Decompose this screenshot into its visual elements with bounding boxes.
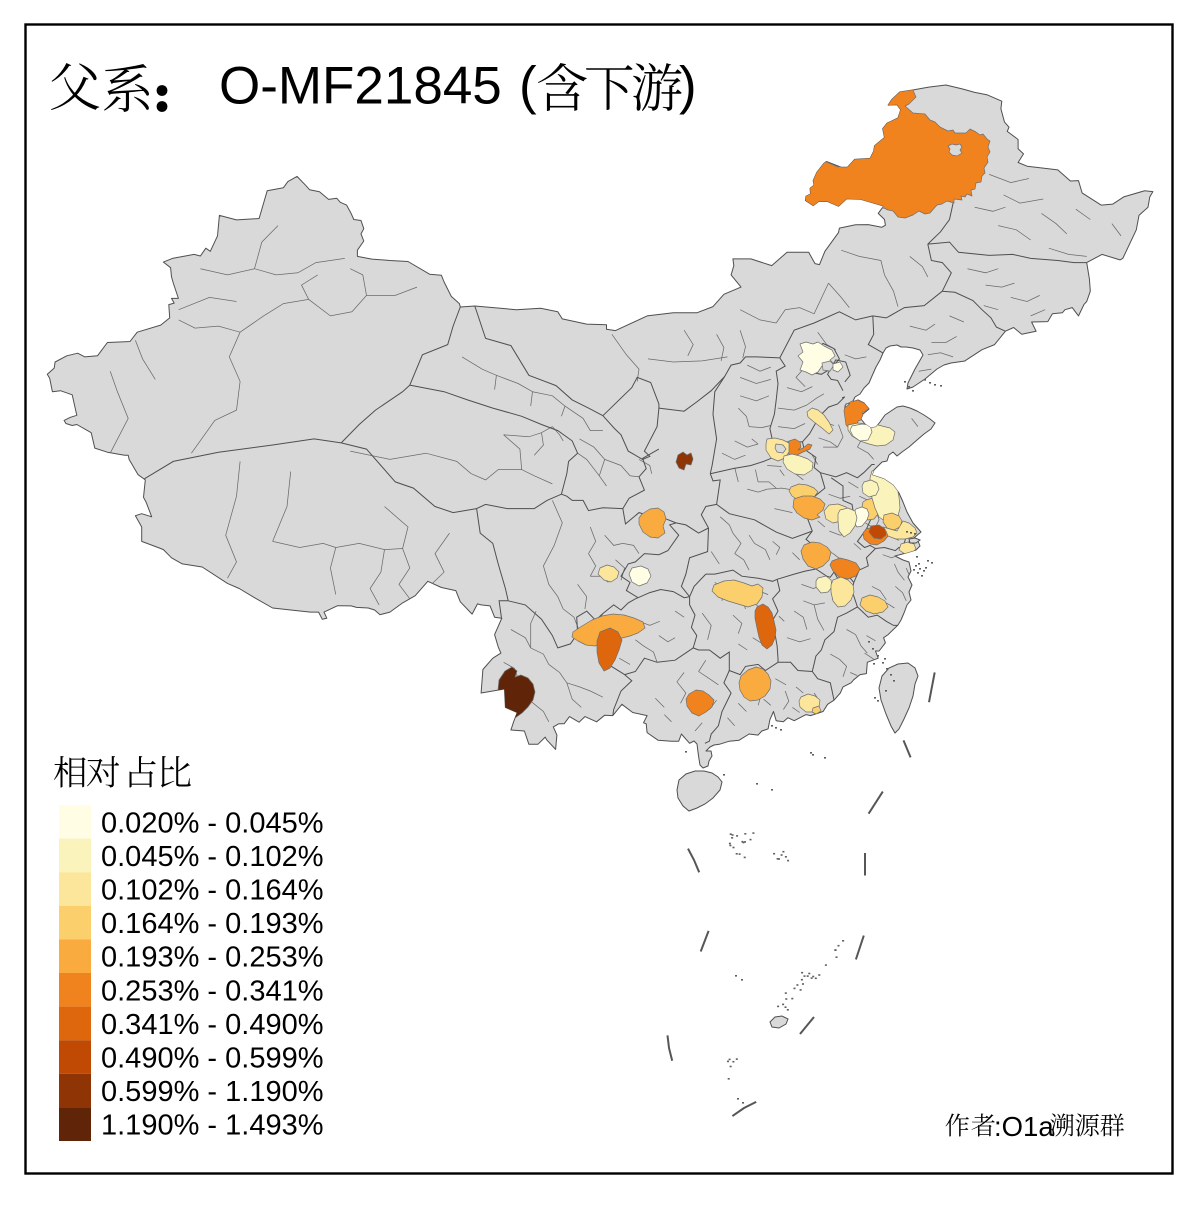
svg-text:0.599% - 1.190%: 0.599% - 1.190% xyxy=(101,1076,323,1108)
svg-text:0.341% - 0.490%: 0.341% - 0.490% xyxy=(101,1009,323,1041)
svg-text::O1a: :O1a xyxy=(994,1111,1054,1142)
svg-text:(: ( xyxy=(519,57,537,116)
svg-text:O-MF21845: O-MF21845 xyxy=(219,57,502,116)
svg-text:0.253% - 0.341%: 0.253% - 0.341% xyxy=(101,975,323,1007)
svg-text:0.490% - 0.599%: 0.490% - 0.599% xyxy=(101,1043,323,1075)
svg-text:1.190% - 1.493%: 1.190% - 1.493% xyxy=(101,1110,323,1142)
svg-text:0.164% - 0.193%: 0.164% - 0.193% xyxy=(101,908,323,940)
svg-text:0.045% - 0.102%: 0.045% - 0.102% xyxy=(101,841,323,873)
svg-text:0.102% - 0.164%: 0.102% - 0.164% xyxy=(101,875,323,907)
svg-text:0.193% - 0.253%: 0.193% - 0.253% xyxy=(101,942,323,974)
svg-text:): ) xyxy=(679,57,697,116)
svg-text:0.020% - 0.045%: 0.020% - 0.045% xyxy=(101,807,323,839)
